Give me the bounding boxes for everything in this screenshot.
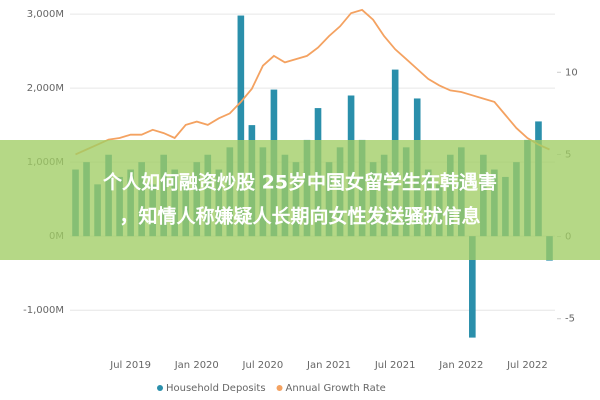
x-tick-label: Jul 2020 — [242, 360, 284, 371]
banner-text: 个人如何融资炒股 25岁中国女留学生在韩遇害 — [102, 171, 497, 194]
banner-text: ，知情人称嫌疑人长期向女性发送骚扰信息 — [119, 205, 480, 228]
x-tick-label: Jul 2019 — [109, 360, 151, 371]
bar — [237, 15, 245, 237]
line — [75, 8, 550, 156]
y-tick-label: 2,000M — [27, 83, 64, 94]
x-tick-label: Jan 2021 — [306, 360, 351, 371]
y-tick-label: 3,000M — [27, 9, 64, 20]
y2-tick-label: -5 — [565, 314, 575, 325]
legend-label: Household Deposits — [166, 383, 266, 394]
banner — [0, 140, 600, 260]
legend-marker — [276, 385, 283, 391]
legend-marker — [157, 385, 163, 391]
x-tick-label: Jan 2020 — [174, 360, 219, 371]
x-tick-label: Jan 2022 — [438, 360, 483, 371]
bar — [469, 236, 476, 338]
x-tick-label: Jul 2021 — [374, 360, 416, 371]
x-tick-label: Jul 2022 — [506, 360, 548, 371]
y-tick-label: -1,000M — [23, 305, 64, 316]
legend-label: Annual Growth Rate — [286, 383, 386, 394]
y2-tick-label: 10 — [565, 67, 578, 78]
